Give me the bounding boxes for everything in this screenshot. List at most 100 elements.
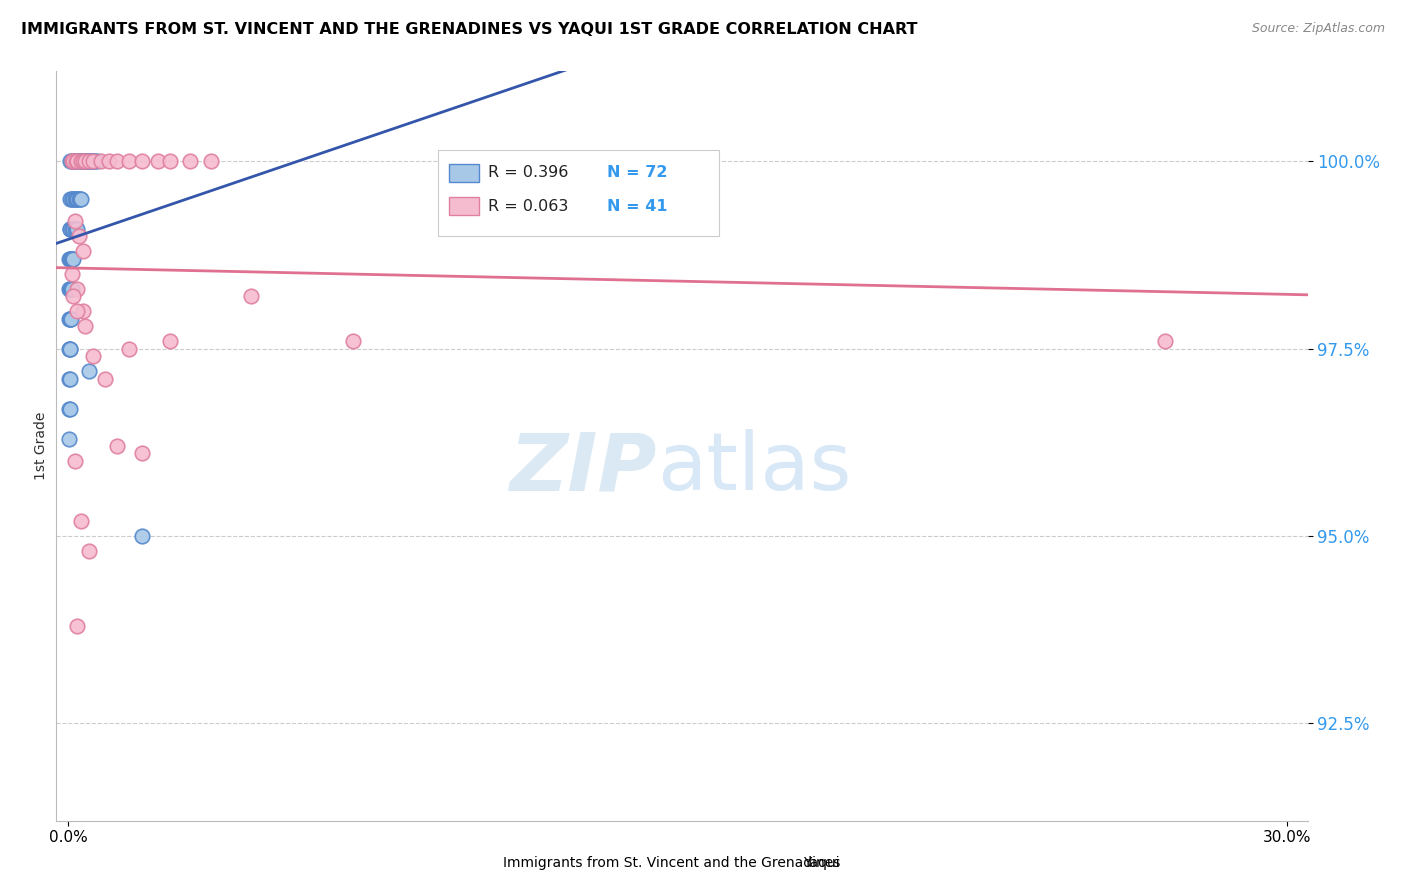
Point — [118, 342, 141, 356]
Point — [65, 154, 87, 169]
Text: R = 0.396: R = 0.396 — [488, 165, 568, 180]
Point — [60, 192, 83, 206]
Point — [60, 252, 83, 266]
Point — [59, 192, 82, 206]
Point — [200, 154, 222, 169]
Point — [73, 154, 96, 169]
Point — [90, 154, 112, 169]
Point — [66, 304, 89, 318]
Point — [79, 154, 101, 169]
Text: IMMIGRANTS FROM ST. VINCENT AND THE GRENADINES VS YAQUI 1ST GRADE CORRELATION CH: IMMIGRANTS FROM ST. VINCENT AND THE GREN… — [21, 22, 918, 37]
Point — [83, 154, 105, 169]
Point — [65, 619, 87, 633]
Point — [118, 154, 141, 169]
Point — [159, 154, 181, 169]
Point — [67, 154, 90, 169]
Point — [69, 514, 91, 528]
Point — [58, 432, 80, 446]
Point — [58, 342, 80, 356]
Point — [62, 192, 84, 206]
Point — [58, 371, 80, 385]
Point — [63, 214, 86, 228]
Point — [62, 154, 84, 169]
Text: N = 72: N = 72 — [607, 165, 668, 180]
Point — [62, 267, 84, 281]
Point — [86, 154, 108, 169]
Point — [72, 244, 94, 259]
Point — [67, 192, 90, 206]
Text: N = 41: N = 41 — [607, 199, 668, 214]
FancyBboxPatch shape — [768, 855, 796, 871]
Point — [65, 154, 87, 169]
Point — [65, 221, 87, 235]
Point — [73, 319, 96, 334]
Point — [59, 154, 82, 169]
Point — [70, 154, 93, 169]
Text: R = 0.063: R = 0.063 — [488, 199, 568, 214]
Point — [59, 252, 82, 266]
Point — [69, 154, 91, 169]
Point — [98, 154, 121, 169]
Point — [82, 154, 104, 169]
Point — [59, 221, 82, 235]
Point — [77, 544, 100, 558]
Text: Immigrants from St. Vincent and the Grenadines: Immigrants from St. Vincent and the Gren… — [503, 855, 841, 870]
Point — [62, 252, 84, 266]
Point — [159, 334, 181, 348]
Text: ZIP: ZIP — [509, 429, 657, 508]
Point — [146, 154, 169, 169]
Point — [63, 154, 86, 169]
Point — [60, 282, 83, 296]
Point — [105, 154, 128, 169]
Point — [75, 154, 97, 169]
Point — [69, 192, 91, 206]
Point — [1154, 334, 1177, 348]
Point — [62, 154, 84, 169]
Point — [59, 252, 82, 266]
Point — [59, 282, 82, 296]
Point — [77, 154, 100, 169]
Point — [105, 439, 128, 453]
Text: Yaqui: Yaqui — [803, 855, 839, 870]
Text: atlas: atlas — [657, 429, 851, 508]
Point — [59, 311, 82, 326]
Point — [60, 154, 83, 169]
Point — [66, 154, 89, 169]
Point — [65, 221, 87, 235]
Point — [82, 154, 104, 169]
FancyBboxPatch shape — [437, 150, 720, 236]
Point — [59, 401, 82, 416]
FancyBboxPatch shape — [449, 163, 479, 181]
Point — [94, 371, 117, 385]
Point — [66, 154, 89, 169]
Point — [67, 229, 90, 244]
Point — [59, 221, 82, 235]
Point — [60, 221, 83, 235]
Point — [65, 192, 87, 206]
Point — [58, 282, 80, 296]
Point — [69, 154, 91, 169]
Point — [62, 154, 84, 169]
Point — [131, 154, 153, 169]
FancyBboxPatch shape — [449, 197, 479, 215]
Point — [59, 311, 82, 326]
Point — [59, 342, 82, 356]
Point — [73, 154, 96, 169]
Point — [62, 192, 84, 206]
Point — [77, 154, 100, 169]
Point — [59, 342, 82, 356]
Point — [131, 529, 153, 543]
FancyBboxPatch shape — [468, 855, 495, 871]
Point — [63, 454, 86, 468]
Point — [484, 169, 506, 184]
Point — [82, 349, 104, 363]
Point — [59, 282, 82, 296]
Point — [58, 252, 80, 266]
Point — [131, 446, 153, 460]
Point — [58, 311, 80, 326]
Point — [76, 154, 98, 169]
Point — [80, 154, 103, 169]
Point — [62, 289, 84, 303]
Y-axis label: 1st Grade: 1st Grade — [34, 412, 48, 480]
Point — [65, 154, 87, 169]
